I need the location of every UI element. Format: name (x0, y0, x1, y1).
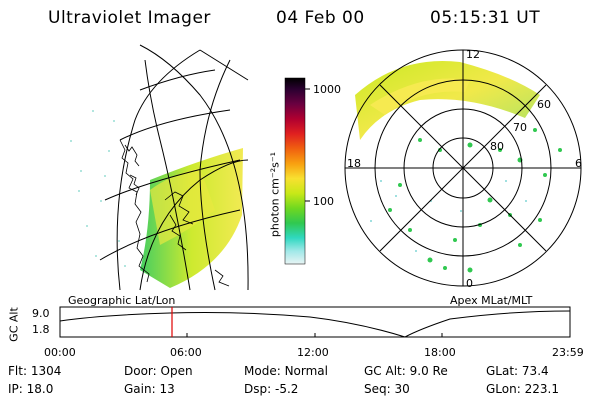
instrument-title: Ultraviolet Imager (48, 8, 211, 28)
polar-grid (344, 49, 582, 287)
status-flt-value: 1304 (30, 364, 62, 378)
status-flt-key: Flt: (8, 364, 27, 378)
status-ip-value: 18.0 (26, 382, 54, 396)
time-tick-1800: 18:00 (424, 346, 456, 359)
status-glat-key: GLat: (486, 364, 519, 378)
geo-noise (70, 110, 126, 267)
status-glat-value: 73.4 (521, 364, 549, 378)
mlat-label-60: 60 (537, 98, 551, 111)
status-door-value: Open (160, 364, 193, 378)
altitude-plot (59, 306, 571, 338)
status-dsp-value: -5.2 (274, 382, 299, 396)
mlt-label-6: 6 (575, 157, 582, 170)
date-label: 04 Feb 00 (276, 8, 365, 28)
mlat-label-80: 80 (490, 140, 504, 153)
status-mode: Mode: Normal (244, 364, 328, 378)
status-gain: Gain: 13 (124, 382, 175, 396)
status-seq: Seq: 30 (364, 382, 410, 396)
polar-caption: Apex MLat/MLT (450, 294, 533, 307)
status-gain-value: 13 (159, 382, 175, 396)
time-tick-1200: 12:00 (297, 346, 329, 359)
altitude-curve (59, 310, 571, 338)
alt-tick-high: 9.0 (32, 307, 50, 320)
status-ip-key: IP: (8, 382, 23, 396)
mlt-label-18: 18 (347, 157, 361, 170)
status-glon-key: GLon: (486, 382, 521, 396)
mlt-label-12: 12 (466, 48, 480, 61)
time-tick-2359: 23:59 (552, 346, 584, 359)
time-label: 05:15:31 UT (430, 8, 541, 28)
status-mode-value: Normal (284, 364, 328, 378)
status-gc-alt-value: 9.0 Re (409, 364, 448, 378)
status-seq-value: 30 (394, 382, 410, 396)
geo-caption: Geographic Lat/Lon (68, 294, 176, 307)
colorbar-tick-1000: 1000 (313, 83, 341, 96)
geo-grid (99, 44, 249, 291)
colorbar-tick-100: 100 (313, 195, 334, 208)
colorbar (284, 77, 310, 265)
status-glon-value: 223.1 (524, 382, 559, 396)
status-dsp: Dsp: -5.2 (244, 382, 298, 396)
time-tick-0000: 00:00 (44, 346, 76, 359)
status-glat: GLat: 73.4 (486, 364, 549, 378)
status-ip: IP: 18.0 (8, 382, 53, 396)
status-gc-alt: GC Alt: 9.0 Re (364, 364, 448, 378)
status-door: Door: Open (124, 364, 193, 378)
polar-noise (370, 180, 527, 252)
status-seq-key: Seq: (364, 382, 391, 396)
alt-tick-low: 1.8 (32, 323, 50, 336)
status-glon: GLon: 223.1 (486, 382, 559, 396)
polar-aurora-band (355, 60, 540, 141)
alt-axis-label: GC Alt (7, 307, 21, 342)
status-door-key: Door: (124, 364, 157, 378)
status-dsp-key: Dsp: (244, 382, 272, 396)
mlat-label-70: 70 (513, 121, 527, 134)
coastlines (119, 139, 230, 287)
status-gc-alt-key: GC Alt: (364, 364, 406, 378)
status-mode-key: Mode: (244, 364, 281, 378)
time-tick-0600: 06:00 (170, 346, 202, 359)
mlt-label-0: 0 (466, 277, 473, 290)
status-gain-key: Gain: (124, 382, 156, 396)
status-flt: Flt: 1304 (8, 364, 61, 378)
